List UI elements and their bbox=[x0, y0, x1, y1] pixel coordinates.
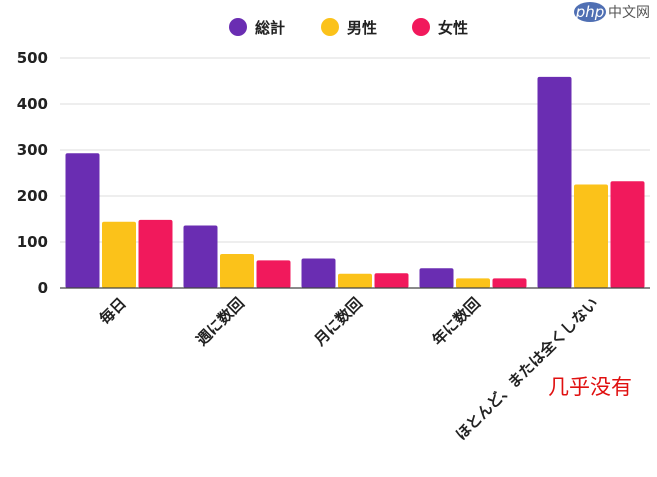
bar-1-0 bbox=[102, 221, 136, 288]
bar-2-0 bbox=[138, 219, 173, 288]
legend-swatch bbox=[321, 18, 339, 36]
y-tick-label: 300 bbox=[17, 141, 48, 159]
legend: 総計 男性 女性 bbox=[229, 18, 468, 37]
bar-2-3 bbox=[492, 278, 527, 288]
bar-0-1 bbox=[183, 225, 218, 288]
legend-swatch bbox=[412, 18, 430, 36]
watermark: php 中文网 bbox=[574, 2, 650, 22]
y-tick-label: 0 bbox=[38, 279, 48, 297]
y-tick-label: 400 bbox=[17, 95, 48, 113]
x-tick-label: 年に数回 bbox=[429, 294, 484, 349]
x-tick-label: 週に数回 bbox=[193, 294, 248, 349]
bar-1-2 bbox=[338, 273, 372, 288]
bar-2-4 bbox=[610, 181, 645, 288]
bar-0-4 bbox=[537, 76, 572, 288]
bar-0-3 bbox=[419, 268, 454, 288]
legend-label: 総計 bbox=[255, 19, 285, 37]
watermark-badge bbox=[574, 2, 606, 22]
legend-label: 女性 bbox=[438, 19, 468, 37]
x-tick-label: 毎日 bbox=[96, 294, 130, 328]
bar-0-0 bbox=[65, 153, 100, 288]
legend-label: 男性 bbox=[347, 19, 377, 37]
bar-1-4 bbox=[574, 184, 608, 288]
bar-2-2 bbox=[374, 273, 409, 288]
bar-1-3 bbox=[456, 278, 490, 288]
legend-swatch bbox=[229, 18, 247, 36]
x-tick-label: ほとんど、または全くしない bbox=[452, 294, 602, 444]
bar-0-2 bbox=[301, 258, 336, 288]
x-tick-label: 月に数回 bbox=[310, 294, 366, 350]
annotation-text: 几乎没有 bbox=[548, 375, 632, 399]
y-tick-label: 200 bbox=[17, 187, 48, 205]
bar-1-1 bbox=[220, 253, 254, 288]
y-tick-label: 100 bbox=[17, 233, 48, 251]
y-axis-tick-labels: 0 100 200 300 400 500 bbox=[17, 49, 48, 297]
bars bbox=[65, 76, 645, 288]
y-tick-label: 500 bbox=[17, 49, 48, 67]
bar-2-1 bbox=[256, 260, 291, 288]
watermark-text: 中文网 bbox=[608, 5, 650, 21]
watermark-badge-label: php bbox=[575, 3, 605, 21]
